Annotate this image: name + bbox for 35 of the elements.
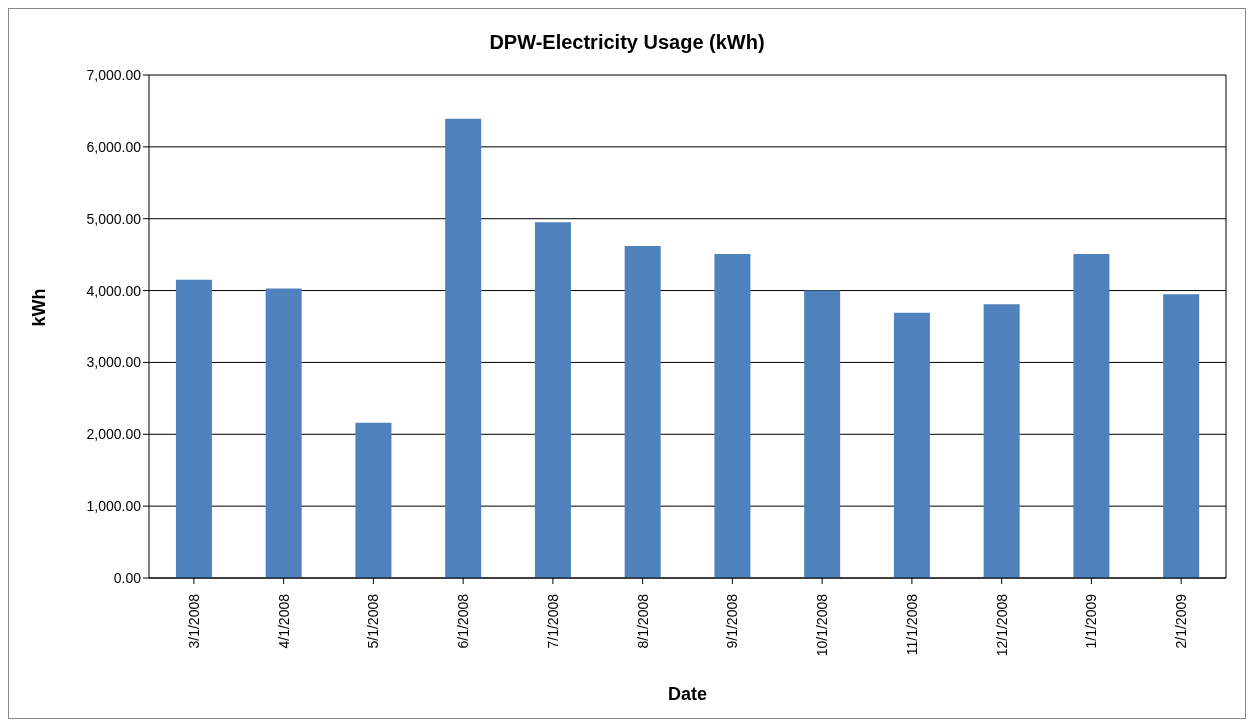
y-tick-label: 4,000.00 (86, 282, 142, 299)
x-tick-label: 5/1/2008 (365, 593, 382, 649)
bar (1073, 253, 1110, 578)
y-axis-title: kWh (29, 288, 50, 327)
bar (804, 290, 841, 578)
bar (355, 422, 392, 578)
y-tick-label: 2,000.00 (86, 426, 142, 443)
bar (983, 304, 1020, 578)
y-tick-label: 1,000.00 (86, 498, 142, 515)
bar (175, 279, 212, 578)
x-tick-label: 3/1/2008 (185, 593, 202, 649)
y-tick-label: 7,000.00 (86, 66, 142, 83)
x-tick-label: 2/1/2009 (1173, 593, 1190, 649)
x-tick-label: 11/1/2008 (903, 593, 920, 656)
x-tick-label: 7/1/2008 (544, 593, 561, 649)
bar (1163, 294, 1200, 578)
x-tick-label: 6/1/2008 (455, 593, 472, 649)
y-tick-label: 6,000.00 (86, 138, 142, 155)
y-tick-label: 5,000.00 (86, 210, 142, 227)
x-tick-label: 10/1/2008 (814, 593, 831, 657)
x-axis-title: Date (667, 684, 708, 704)
bar (534, 222, 571, 578)
bar (714, 253, 751, 578)
y-tick-label: 3,000.00 (86, 354, 142, 371)
x-tick-label: 8/1/2008 (634, 593, 651, 649)
x-tick-label: 1/1/2009 (1083, 593, 1100, 649)
bar (624, 246, 661, 578)
y-tick-label: 0.00 (113, 569, 142, 586)
x-tick-label: 9/1/2008 (724, 593, 741, 649)
x-tick-label: 4/1/2008 (275, 593, 292, 649)
bar (445, 118, 482, 578)
x-tick-label: 12/1/2008 (993, 593, 1010, 657)
bar (265, 288, 302, 578)
bar (893, 312, 930, 578)
chart-title: DPW-Electricity Usage (kWh) (488, 31, 766, 54)
